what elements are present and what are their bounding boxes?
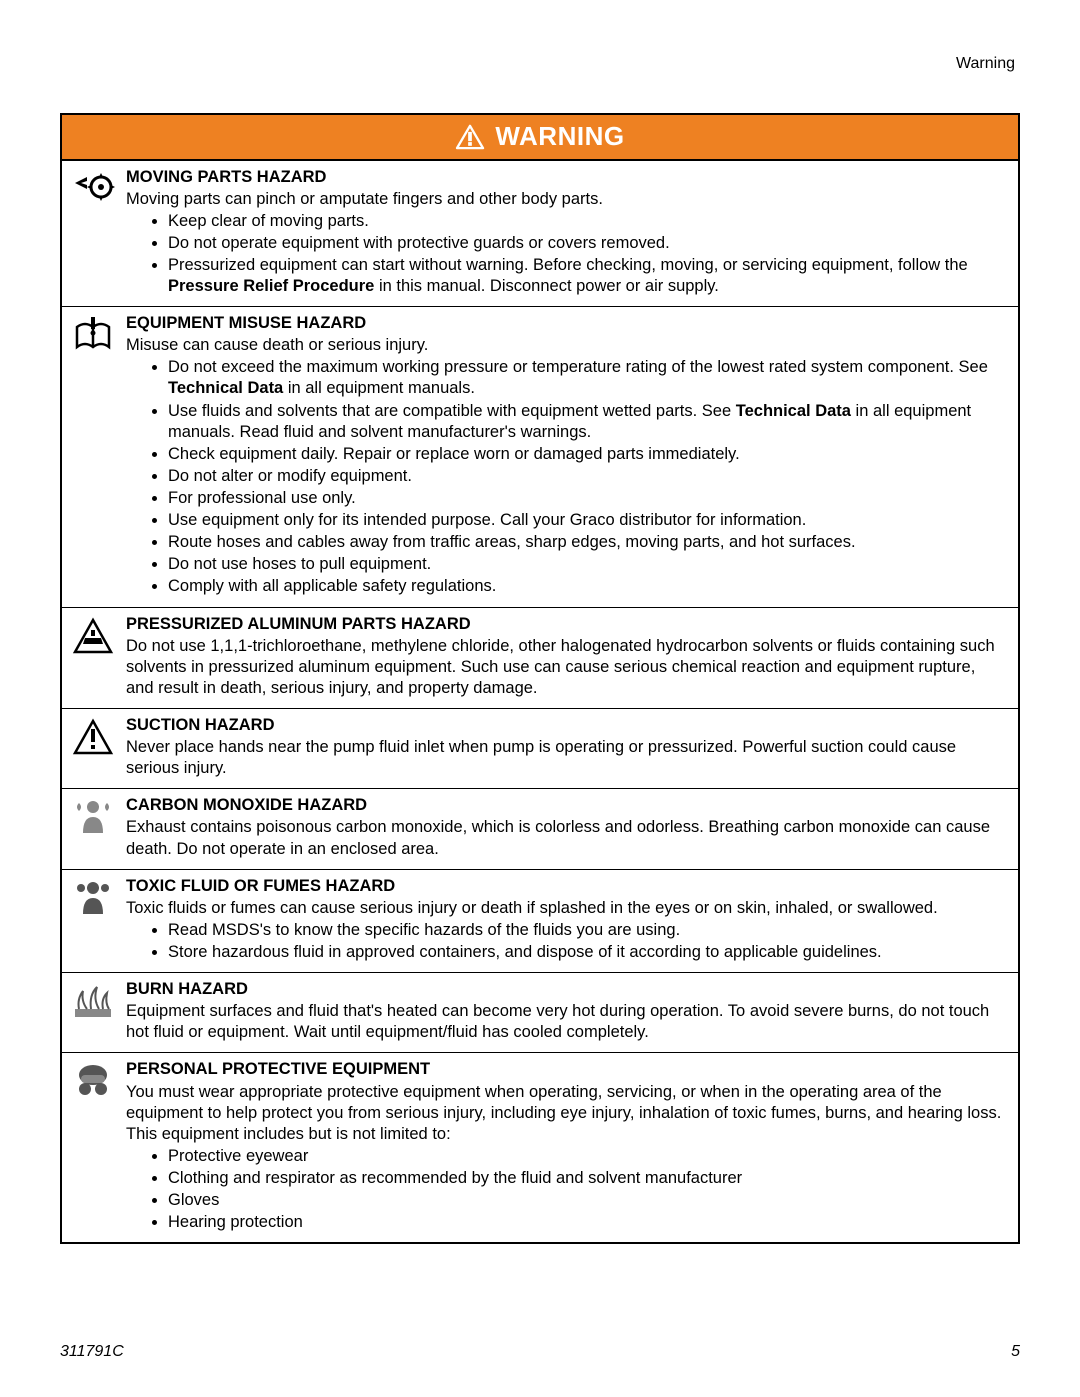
hazard-row: CARBON MONOXIDE HAZARDExhaust contains p… [62,789,1018,869]
hazard-bullet: Do not operate equipment with protective… [168,233,1006,254]
hazard-row: BURN HAZARDEquipment surfaces and fluid … [62,973,1018,1053]
hazard-content: TOXIC FLUID OR FUMES HAZARDToxic fluids … [122,870,1018,972]
hazard-icon-cell [62,870,122,972]
hazard-bullet: Use fluids and solvents that are compati… [168,401,1006,443]
alert-triangle-icon [455,124,485,150]
hazard-bullet: Gloves [168,1190,1006,1211]
hazard-bullet: For professional use only. [168,488,1006,509]
hazard-bullet: Protective eyewear [168,1146,1006,1167]
hazard-bullet: Route hoses and cables away from traffic… [168,532,1006,553]
hazard-icon-cell [62,307,122,606]
hazard-icon-cell [62,608,122,708]
hazard-title: SUCTION HAZARD [126,715,1006,736]
co-icon [71,797,115,842]
aluminum-icon [71,616,115,661]
hazard-bullet: Store hazardous fluid in approved contai… [168,942,1006,963]
hazard-icon-cell [62,709,122,788]
hazard-content: CARBON MONOXIDE HAZARDExhaust contains p… [122,789,1018,868]
hazard-bullet: Do not alter or modify equipment. [168,466,1006,487]
hazard-icon-cell [62,161,122,307]
hazard-intro: Never place hands near the pump fluid in… [126,737,1006,779]
hazard-intro: Equipment surfaces and fluid that's heat… [126,1001,1006,1043]
footer-page-number: 5 [1011,1343,1020,1361]
hazard-content: EQUIPMENT MISUSE HAZARDMisuse can cause … [122,307,1018,606]
hazard-bullet: Keep clear of moving parts. [168,211,1006,232]
hazard-title: EQUIPMENT MISUSE HAZARD [126,313,1006,334]
hazard-bullets: Keep clear of moving parts.Do not operat… [126,211,1006,297]
hazard-bullet: Check equipment daily. Repair or replace… [168,444,1006,465]
hazard-title: MOVING PARTS HAZARD [126,167,1006,188]
hazard-intro: Exhaust contains poisonous carbon monoxi… [126,817,1006,859]
hazard-icon-cell [62,789,122,868]
hazard-content: BURN HAZARDEquipment surfaces and fluid … [122,973,1018,1052]
hazard-row: PERSONAL PROTECTIVE EQUIPMENTYou must we… [62,1053,1018,1242]
hazard-row: TOXIC FLUID OR FUMES HAZARDToxic fluids … [62,870,1018,973]
hazard-title: CARBON MONOXIDE HAZARD [126,795,1006,816]
burn-icon [71,981,115,1026]
hazard-bullet: Pressurized equipment can start without … [168,255,1006,297]
hazard-row: MOVING PARTS HAZARDMoving parts can pinc… [62,161,1018,308]
hazard-title: PRESSURIZED ALUMINUM PARTS HAZARD [126,614,1006,635]
warning-table: WARNING MOVING PARTS HAZARDMoving parts … [60,113,1020,1244]
hazard-intro: Do not use 1,1,1-trichloroethane, methyl… [126,636,1006,699]
hazard-title: PERSONAL PROTECTIVE EQUIPMENT [126,1059,1006,1080]
page: Warning WARNING MOVING PARTS HAZARDMovin… [0,0,1080,1284]
hazard-icon-cell [62,1053,122,1242]
ppe-icon [71,1061,115,1106]
hazard-title: BURN HAZARD [126,979,1006,1000]
hazard-intro: Misuse can cause death or serious injury… [126,335,1006,356]
hazard-intro: Moving parts can pinch or amputate finge… [126,189,1006,210]
page-header-right: Warning [60,55,1020,73]
hazard-bullet: Do not exceed the maximum working pressu… [168,357,1006,399]
manual-icon [71,315,115,360]
hazard-content: SUCTION HAZARDNever place hands near the… [122,709,1018,788]
hazard-content: PRESSURIZED ALUMINUM PARTS HAZARDDo not … [122,608,1018,708]
page-footer: 311791C 5 [60,1343,1020,1361]
hazard-bullet: Use equipment only for its intended purp… [168,510,1006,531]
hazard-bullet: Read MSDS's to know the specific hazards… [168,920,1006,941]
hazard-bullets: Do not exceed the maximum working pressu… [126,357,1006,597]
hazard-icon-cell [62,973,122,1052]
warning-banner: WARNING [62,115,1018,161]
hazard-bullet: Do not use hoses to pull equipment. [168,554,1006,575]
warning-banner-text: WARNING [495,121,624,152]
hazard-bullet: Clothing and respirator as recommended b… [168,1168,1006,1189]
hazard-list: MOVING PARTS HAZARDMoving parts can pinc… [62,161,1018,1243]
hazard-content: PERSONAL PROTECTIVE EQUIPMENTYou must we… [122,1053,1018,1242]
moving-parts-icon [71,169,115,214]
hazard-bullet: Hearing protection [168,1212,1006,1233]
hazard-title: TOXIC FLUID OR FUMES HAZARD [126,876,1006,897]
footer-doc-id: 311791C [60,1343,124,1361]
hazard-intro: You must wear appropriate protective equ… [126,1082,1006,1145]
hazard-intro: Toxic fluids or fumes can cause serious … [126,898,1006,919]
hazard-content: MOVING PARTS HAZARDMoving parts can pinc… [122,161,1018,307]
hazard-bullets: Read MSDS's to know the specific hazards… [126,920,1006,963]
hazard-row: EQUIPMENT MISUSE HAZARDMisuse can cause … [62,307,1018,607]
toxic-icon [71,878,115,923]
suction-icon [71,717,115,762]
hazard-row: SUCTION HAZARDNever place hands near the… [62,709,1018,789]
hazard-bullet: Comply with all applicable safety regula… [168,576,1006,597]
hazard-row: PRESSURIZED ALUMINUM PARTS HAZARDDo not … [62,608,1018,709]
hazard-bullets: Protective eyewearClothing and respirato… [126,1146,1006,1233]
